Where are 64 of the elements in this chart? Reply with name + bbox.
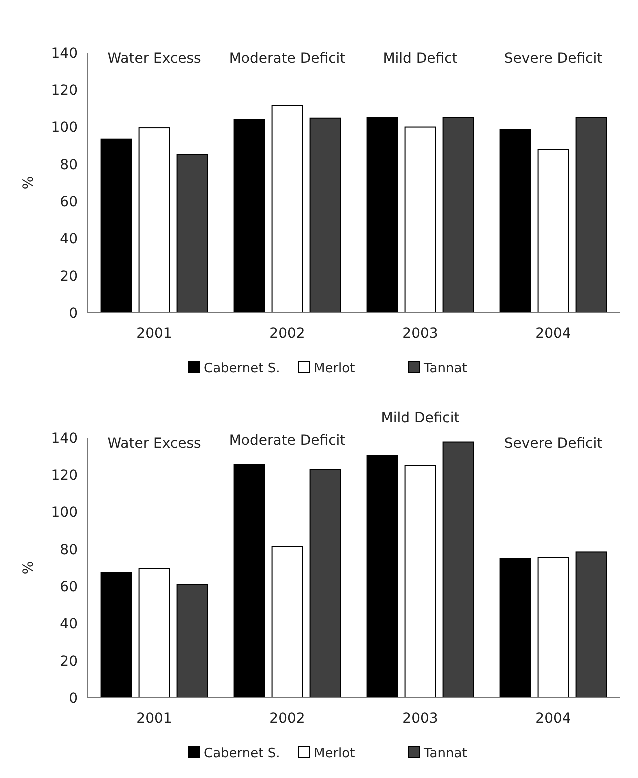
bar — [310, 469, 342, 698]
bar — [100, 572, 132, 698]
y-axis-title: % — [21, 561, 37, 575]
text: Mild Deficit — [381, 410, 460, 426]
y-tick-label: 40 — [60, 232, 78, 248]
annotation: Severe Deficit — [504, 51, 604, 67]
bar — [404, 126, 436, 314]
bar — [538, 149, 570, 314]
y-tick-label: 120 — [51, 83, 78, 100]
legend-label: Cabernet S. — [204, 362, 280, 377]
y-tick-label: 80 — [60, 542, 78, 558]
bar — [138, 128, 170, 314]
bar — [176, 154, 208, 314]
legend-label: Merlot — [314, 746, 356, 762]
annotation: Water Excess — [108, 51, 202, 67]
bar — [272, 105, 304, 314]
x-tick-label: 2004 — [536, 711, 572, 727]
bar — [176, 584, 208, 698]
annotation: Moderate Deficit — [229, 432, 346, 449]
y-tick-label: 60 — [60, 194, 78, 210]
x-tick-label: 2003 — [402, 326, 438, 342]
y-axis-title: % — [21, 176, 37, 190]
y-tick-label: 80 — [60, 157, 78, 174]
bar — [272, 546, 304, 698]
legend-label: Tannat — [423, 362, 468, 377]
bar — [500, 129, 532, 314]
y-tick-label: 40 — [60, 616, 78, 633]
x-tick-label: 2001 — [136, 711, 172, 727]
bar — [234, 119, 266, 314]
bar — [234, 464, 266, 698]
x-tick-label: 2002 — [270, 711, 306, 727]
x-tick-label: 2004 — [536, 326, 572, 342]
annotation: Mild Defict — [383, 51, 458, 67]
bar — [310, 118, 342, 314]
x-tick-label: 2001 — [136, 326, 172, 342]
annotation: Moderate Deficit — [229, 51, 346, 67]
y-tick-label: 20 — [60, 268, 78, 285]
y-tick-label: 120 — [51, 468, 78, 484]
bar — [138, 568, 170, 698]
legend-label: Merlot — [314, 362, 356, 377]
legend-label: Cabernet S. — [204, 746, 280, 762]
x-tick-label: 2002 — [270, 326, 306, 342]
annotation: Severe Deficit — [504, 436, 604, 452]
bar — [500, 558, 532, 698]
bar — [404, 465, 436, 698]
y-tick-label: 60 — [60, 579, 78, 596]
y-tick-label: 0 — [69, 690, 78, 707]
bar — [366, 455, 398, 698]
legend-label: Tannat — [423, 746, 468, 762]
annotation: Water Excess — [108, 436, 202, 452]
x-tick-label: 2003 — [402, 711, 438, 727]
bar — [366, 118, 398, 314]
y-tick-label: 100 — [51, 505, 78, 522]
bar — [576, 118, 608, 314]
bar — [442, 442, 474, 698]
bar — [576, 552, 608, 698]
y-tick-label: 140 — [51, 430, 78, 447]
y-tick-label: 0 — [69, 306, 78, 322]
y-tick-label: 140 — [51, 46, 78, 62]
bar — [100, 138, 132, 314]
y-tick-label: 100 — [51, 120, 78, 136]
bar — [538, 557, 570, 698]
bar — [442, 118, 474, 314]
y-tick-label: 20 — [60, 654, 78, 670]
